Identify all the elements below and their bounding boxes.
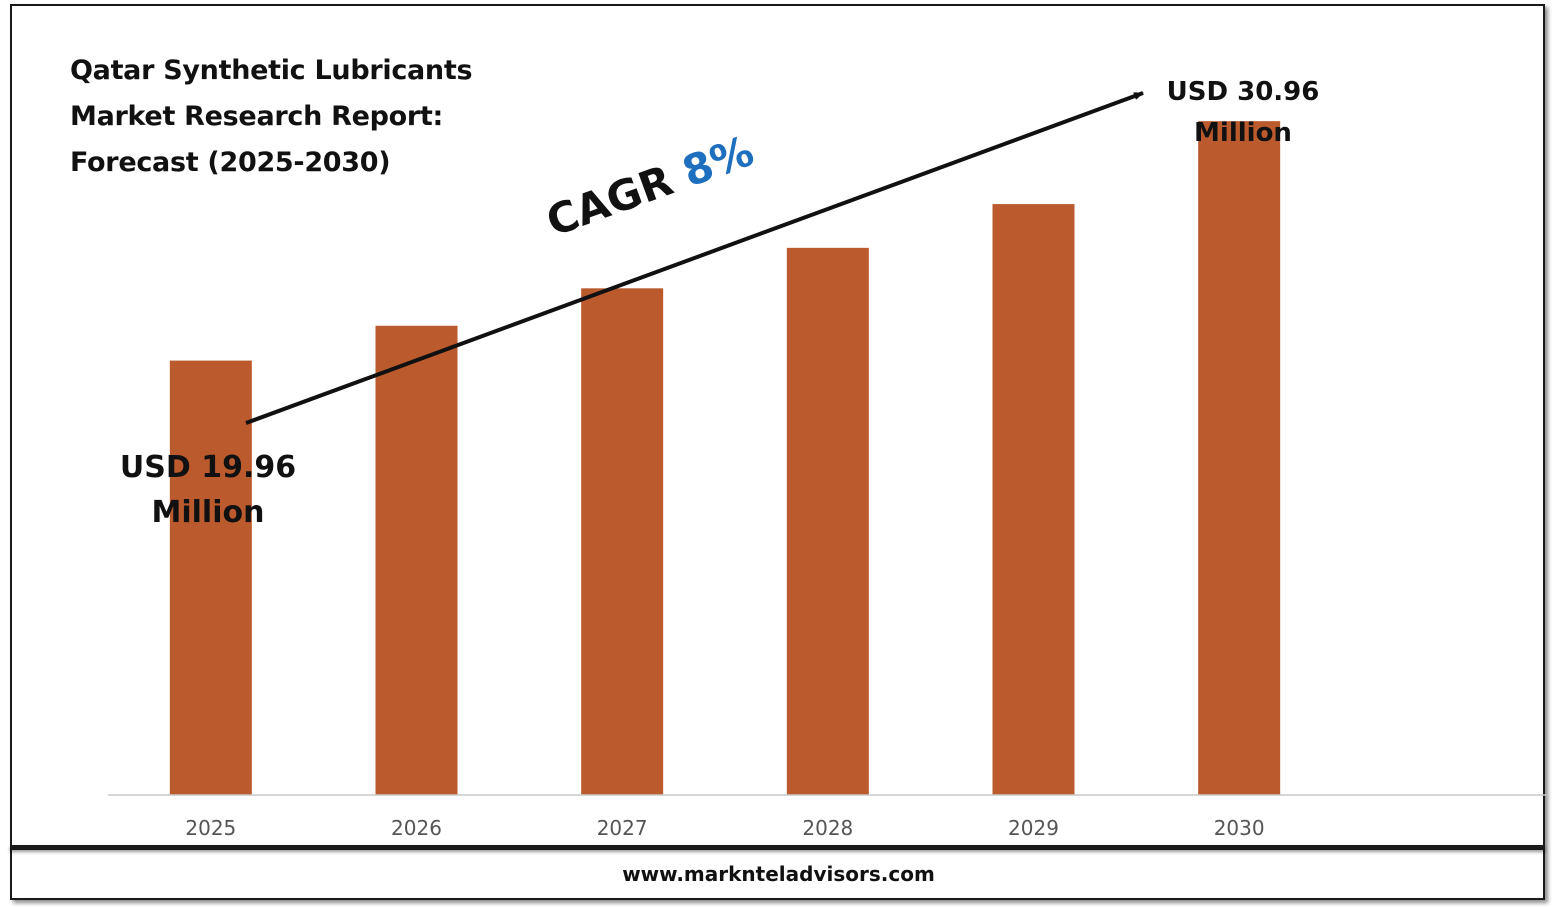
chart-title: Qatar Synthetic Lubricants Market Resear… (70, 48, 550, 186)
end-value-line-2: Million (1194, 118, 1292, 148)
bar-2025 (169, 360, 252, 795)
cagr-trend-arrow (245, 91, 1144, 425)
bar-2027 (581, 288, 664, 795)
end-value-line-1: USD 30.96 (1166, 77, 1320, 107)
x-tick-label-2029: 2029 (1008, 816, 1059, 840)
footer-divider (10, 845, 1545, 850)
x-tick-label-2030: 2030 (1214, 816, 1265, 840)
bar-2028 (786, 247, 869, 795)
bar-2026 (375, 325, 458, 795)
footer-url: www.marknteladvisors.com (622, 862, 935, 886)
start-value-callout: USD 19.96 Million (113, 445, 303, 535)
end-value-callout: USD 30.96 Million (1158, 72, 1328, 154)
start-value-line-2: Million (151, 495, 265, 530)
bar-series (169, 121, 1281, 796)
bar-2030 (1198, 121, 1281, 796)
x-tick-label-2025: 2025 (185, 816, 236, 840)
start-value-line-1: USD 19.96 (119, 450, 297, 485)
x-tick-label-2026: 2026 (391, 816, 442, 840)
chart-frame (10, 4, 1545, 900)
chart-title-line-3: Forecast (2025-2030) (70, 147, 391, 178)
chart-title-line-1: Qatar Synthetic Lubricants (70, 55, 473, 86)
x-tick-label-2028: 2028 (802, 816, 853, 840)
x-tick-label-2027: 2027 (597, 816, 648, 840)
x-axis-ticks: 2025 2026 2027 2028 2029 2030 (185, 816, 1264, 840)
chart-title-line-2: Market Research Report: (70, 101, 443, 132)
bar-2029 (992, 204, 1075, 795)
